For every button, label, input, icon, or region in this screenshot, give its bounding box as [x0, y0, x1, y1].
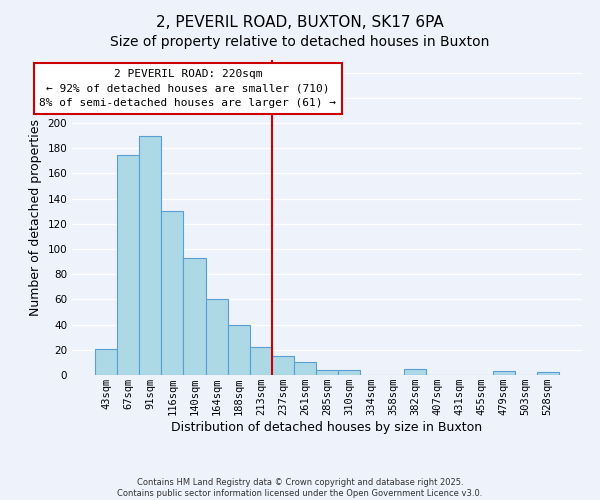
Bar	[206, 300, 227, 375]
Bar	[272, 356, 294, 375]
Bar	[184, 258, 206, 375]
Text: Size of property relative to detached houses in Buxton: Size of property relative to detached ho…	[110, 35, 490, 49]
Bar	[227, 324, 250, 375]
Bar	[117, 154, 139, 375]
X-axis label: Distribution of detached houses by size in Buxton: Distribution of detached houses by size …	[172, 421, 482, 434]
Bar	[316, 370, 338, 375]
Bar	[250, 348, 272, 375]
Bar	[161, 211, 184, 375]
Y-axis label: Number of detached properties: Number of detached properties	[29, 119, 42, 316]
Bar	[95, 348, 117, 375]
Text: 2 PEVERIL ROAD: 220sqm
← 92% of detached houses are smaller (710)
8% of semi-det: 2 PEVERIL ROAD: 220sqm ← 92% of detached…	[40, 69, 337, 108]
Bar	[139, 136, 161, 375]
Bar	[404, 368, 427, 375]
Bar	[493, 371, 515, 375]
Text: 2, PEVERIL ROAD, BUXTON, SK17 6PA: 2, PEVERIL ROAD, BUXTON, SK17 6PA	[156, 15, 444, 30]
Bar	[294, 362, 316, 375]
Bar	[338, 370, 360, 375]
Bar	[537, 372, 559, 375]
Text: Contains HM Land Registry data © Crown copyright and database right 2025.
Contai: Contains HM Land Registry data © Crown c…	[118, 478, 482, 498]
